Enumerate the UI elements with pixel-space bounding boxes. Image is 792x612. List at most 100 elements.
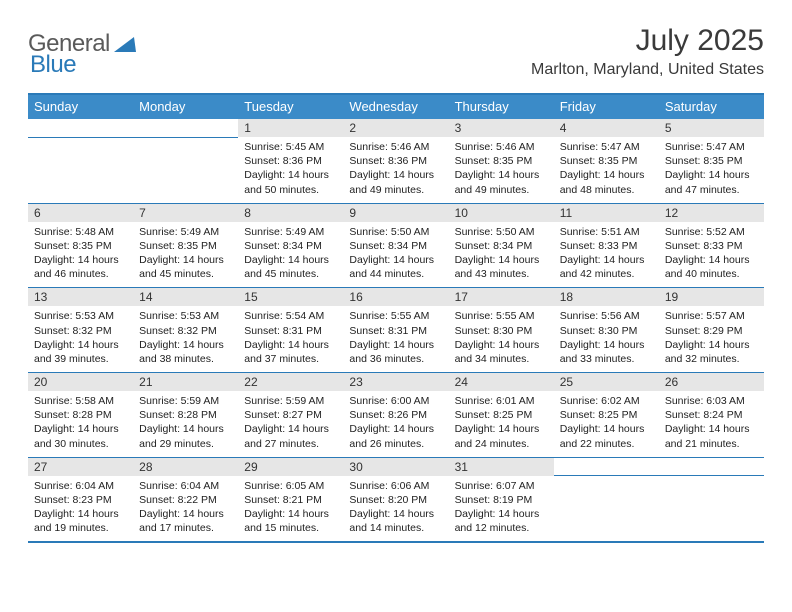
daylight-line: Daylight: 14 hours and 34 minutes. bbox=[455, 338, 548, 366]
day-number: 9 bbox=[349, 206, 356, 220]
day-number: 5 bbox=[665, 121, 672, 135]
day-number-cell: 7 bbox=[133, 203, 238, 222]
day-data-cell: Sunrise: 5:50 AMSunset: 8:34 PMDaylight:… bbox=[449, 222, 554, 288]
daylight-line: Daylight: 14 hours and 15 minutes. bbox=[244, 507, 337, 535]
day-number: 31 bbox=[455, 460, 468, 474]
logo-triangle-icon bbox=[114, 34, 136, 57]
day-data-cell: Sunrise: 5:59 AMSunset: 8:27 PMDaylight:… bbox=[238, 391, 343, 457]
day-number-cell: 27 bbox=[28, 457, 133, 476]
sunset-line: Sunset: 8:33 PM bbox=[560, 239, 653, 253]
day-number-cell: 5 bbox=[659, 119, 764, 137]
day-data-cell: Sunrise: 5:56 AMSunset: 8:30 PMDaylight:… bbox=[554, 306, 659, 372]
sunset-line: Sunset: 8:21 PM bbox=[244, 493, 337, 507]
sunrise-line: Sunrise: 5:55 AM bbox=[455, 309, 548, 323]
day-data-row: Sunrise: 5:45 AMSunset: 8:36 PMDaylight:… bbox=[28, 137, 764, 203]
day-number-cell: 30 bbox=[343, 457, 448, 476]
day-data-cell: Sunrise: 5:49 AMSunset: 8:35 PMDaylight:… bbox=[133, 222, 238, 288]
daylight-line: Daylight: 14 hours and 32 minutes. bbox=[665, 338, 758, 366]
sunset-line: Sunset: 8:25 PM bbox=[560, 408, 653, 422]
location: Marlton, Maryland, United States bbox=[531, 61, 764, 79]
daylight-line: Daylight: 14 hours and 33 minutes. bbox=[560, 338, 653, 366]
day-number-cell: 15 bbox=[238, 288, 343, 307]
daylight-line: Daylight: 14 hours and 44 minutes. bbox=[349, 253, 442, 281]
sunset-line: Sunset: 8:33 PM bbox=[665, 239, 758, 253]
day-data-cell: Sunrise: 5:51 AMSunset: 8:33 PMDaylight:… bbox=[554, 222, 659, 288]
sunrise-line: Sunrise: 5:46 AM bbox=[455, 140, 548, 154]
day-number: 11 bbox=[560, 206, 572, 220]
sunrise-line: Sunrise: 6:00 AM bbox=[349, 394, 442, 408]
day-number-cell: 29 bbox=[238, 457, 343, 476]
sunset-line: Sunset: 8:32 PM bbox=[139, 324, 232, 338]
day-data-cell: Sunrise: 5:49 AMSunset: 8:34 PMDaylight:… bbox=[238, 222, 343, 288]
sunrise-line: Sunrise: 6:04 AM bbox=[34, 479, 127, 493]
day-data-cell: Sunrise: 6:04 AMSunset: 8:23 PMDaylight:… bbox=[28, 476, 133, 543]
day-number: 14 bbox=[139, 290, 152, 304]
daylight-line: Daylight: 14 hours and 36 minutes. bbox=[349, 338, 442, 366]
sunrise-line: Sunrise: 5:52 AM bbox=[665, 225, 758, 239]
day-number-cell bbox=[28, 119, 133, 137]
daylight-line: Daylight: 14 hours and 12 minutes. bbox=[455, 507, 548, 535]
sunrise-line: Sunrise: 5:54 AM bbox=[244, 309, 337, 323]
daylight-line: Daylight: 14 hours and 42 minutes. bbox=[560, 253, 653, 281]
sunset-line: Sunset: 8:36 PM bbox=[244, 154, 337, 168]
day-number-cell: 3 bbox=[449, 119, 554, 137]
day-number: 12 bbox=[665, 206, 678, 220]
day-number-cell: 21 bbox=[133, 373, 238, 392]
day-data-cell bbox=[554, 476, 659, 543]
daylight-line: Daylight: 14 hours and 27 minutes. bbox=[244, 422, 337, 450]
day-data-cell: Sunrise: 5:53 AMSunset: 8:32 PMDaylight:… bbox=[133, 306, 238, 372]
day-number-cell: 23 bbox=[343, 373, 448, 392]
sunset-line: Sunset: 8:22 PM bbox=[139, 493, 232, 507]
day-number-cell bbox=[659, 457, 764, 476]
day-number: 7 bbox=[139, 206, 146, 220]
sunset-line: Sunset: 8:31 PM bbox=[244, 324, 337, 338]
day-data-row: Sunrise: 5:58 AMSunset: 8:28 PMDaylight:… bbox=[28, 391, 764, 457]
sunset-line: Sunset: 8:24 PM bbox=[665, 408, 758, 422]
day-number-cell: 4 bbox=[554, 119, 659, 137]
day-number-cell: 16 bbox=[343, 288, 448, 307]
day-data-cell: Sunrise: 5:54 AMSunset: 8:31 PMDaylight:… bbox=[238, 306, 343, 372]
sunset-line: Sunset: 8:31 PM bbox=[349, 324, 442, 338]
day-number: 29 bbox=[244, 460, 257, 474]
day-data-cell: Sunrise: 5:59 AMSunset: 8:28 PMDaylight:… bbox=[133, 391, 238, 457]
day-data-cell: Sunrise: 5:46 AMSunset: 8:36 PMDaylight:… bbox=[343, 137, 448, 203]
day-data-cell: Sunrise: 5:55 AMSunset: 8:30 PMDaylight:… bbox=[449, 306, 554, 372]
day-number-cell: 24 bbox=[449, 373, 554, 392]
daylight-line: Daylight: 14 hours and 37 minutes. bbox=[244, 338, 337, 366]
day-number-cell: 10 bbox=[449, 203, 554, 222]
day-number-cell: 9 bbox=[343, 203, 448, 222]
day-number: 30 bbox=[349, 460, 362, 474]
daylight-line: Daylight: 14 hours and 30 minutes. bbox=[34, 422, 127, 450]
daylight-line: Daylight: 14 hours and 47 minutes. bbox=[665, 168, 758, 196]
sunrise-line: Sunrise: 5:55 AM bbox=[349, 309, 442, 323]
sunrise-line: Sunrise: 6:02 AM bbox=[560, 394, 653, 408]
day-number-cell: 12 bbox=[659, 203, 764, 222]
day-number: 26 bbox=[665, 375, 678, 389]
daylight-line: Daylight: 14 hours and 45 minutes. bbox=[139, 253, 232, 281]
daylight-line: Daylight: 14 hours and 43 minutes. bbox=[455, 253, 548, 281]
sunset-line: Sunset: 8:32 PM bbox=[34, 324, 127, 338]
day-number-cell: 13 bbox=[28, 288, 133, 307]
day-data-cell: Sunrise: 6:00 AMSunset: 8:26 PMDaylight:… bbox=[343, 391, 448, 457]
sunset-line: Sunset: 8:35 PM bbox=[34, 239, 127, 253]
day-number-row: 20212223242526 bbox=[28, 373, 764, 392]
day-number-cell bbox=[554, 457, 659, 476]
day-data-cell: Sunrise: 6:02 AMSunset: 8:25 PMDaylight:… bbox=[554, 391, 659, 457]
title-block: July 2025 Marlton, Maryland, United Stat… bbox=[531, 24, 764, 79]
sunset-line: Sunset: 8:26 PM bbox=[349, 408, 442, 422]
calendar-table: Sunday Monday Tuesday Wednesday Thursday… bbox=[28, 93, 764, 543]
daylight-line: Daylight: 14 hours and 22 minutes. bbox=[560, 422, 653, 450]
sunset-line: Sunset: 8:35 PM bbox=[560, 154, 653, 168]
day-header: Friday bbox=[554, 94, 659, 119]
day-number-row: 13141516171819 bbox=[28, 288, 764, 307]
day-number-cell: 11 bbox=[554, 203, 659, 222]
day-number: 4 bbox=[560, 121, 567, 135]
day-number: 24 bbox=[455, 375, 468, 389]
day-number: 10 bbox=[455, 206, 468, 220]
day-number: 8 bbox=[244, 206, 251, 220]
sunset-line: Sunset: 8:30 PM bbox=[560, 324, 653, 338]
day-data-cell: Sunrise: 5:45 AMSunset: 8:36 PMDaylight:… bbox=[238, 137, 343, 203]
sunset-line: Sunset: 8:34 PM bbox=[244, 239, 337, 253]
daylight-line: Daylight: 14 hours and 29 minutes. bbox=[139, 422, 232, 450]
day-number: 13 bbox=[34, 290, 47, 304]
